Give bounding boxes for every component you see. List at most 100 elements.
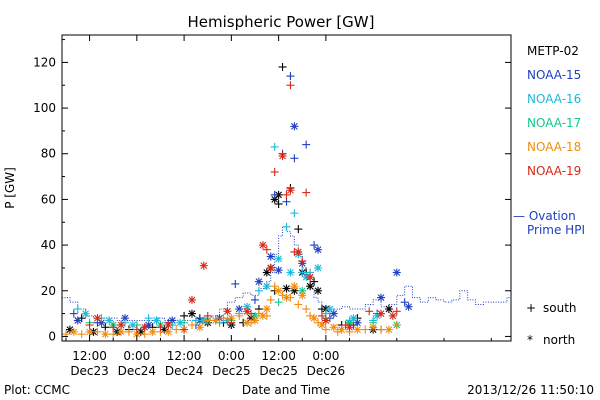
data-point	[172, 325, 181, 334]
marker-stroke	[314, 287, 322, 295]
marker-stroke	[227, 314, 235, 322]
data-point	[282, 222, 291, 231]
data-point	[298, 257, 307, 266]
marker-stroke	[354, 319, 361, 327]
x-tick-time: 12:00	[167, 349, 202, 363]
data-point	[85, 327, 94, 336]
marker-stroke	[275, 255, 283, 263]
y-axis: 0 20 40 60 80 100 120	[33, 39, 511, 343]
ovation-hpi-layer	[62, 226, 511, 321]
data-point	[290, 209, 299, 218]
marker-stroke	[287, 269, 294, 276]
marker-stroke	[212, 317, 219, 324]
marker-stroke	[66, 326, 74, 333]
marker-stroke	[290, 282, 298, 290]
data-point	[270, 195, 279, 204]
chart-title: Hemispheric Power [GW]	[188, 13, 375, 31]
data-points-layer	[61, 62, 413, 339]
data-point	[321, 316, 330, 325]
plot-frame	[61, 34, 512, 342]
marker-stroke	[196, 323, 204, 331]
data-point	[377, 293, 386, 302]
data-point	[274, 286, 283, 295]
data-point	[306, 273, 315, 282]
y-tick-label: 80	[41, 147, 56, 161]
x-tick-time: 0:00	[123, 349, 150, 363]
marker-stroke	[94, 314, 101, 322]
data-point	[180, 325, 189, 334]
data-point	[294, 300, 303, 309]
x-tick-date: Dec26	[307, 364, 346, 378]
data-point	[156, 323, 165, 332]
legend-north-symbol: *	[527, 333, 533, 347]
data-point	[274, 266, 283, 275]
marker-stroke	[377, 310, 385, 317]
data-point	[388, 311, 397, 320]
data-point	[124, 327, 133, 336]
data-point	[101, 323, 110, 332]
marker-stroke	[259, 241, 267, 249]
x-tick-time: 0:00	[218, 349, 245, 363]
data-point	[211, 316, 220, 325]
data-point	[85, 321, 94, 330]
y-axis-label: P [GW]	[3, 167, 17, 209]
marker-stroke	[346, 323, 353, 331]
x-axis: 12:00Dec230:00Dec2412:00Dec240:00Dec2512…	[65, 35, 492, 378]
data-point	[310, 314, 319, 323]
data-point	[262, 282, 271, 291]
data-point	[314, 263, 323, 272]
data-point	[132, 325, 141, 334]
data-point	[235, 311, 244, 320]
data-point	[270, 168, 279, 177]
data-point	[392, 268, 401, 277]
marker-stroke	[330, 323, 338, 331]
data-point	[243, 318, 252, 327]
marker-stroke	[377, 294, 385, 302]
data-point	[282, 190, 291, 199]
marker-stroke	[369, 323, 377, 331]
data-point	[101, 330, 110, 339]
marker-stroke	[263, 305, 271, 313]
x-tick-time: 12:00	[261, 349, 296, 363]
marker-stroke	[243, 319, 251, 327]
marker-stroke	[330, 310, 338, 317]
data-point	[187, 321, 196, 330]
legend-south-symbol: +	[526, 301, 536, 315]
data-point	[282, 284, 291, 293]
marker-stroke	[121, 314, 129, 322]
legend: METP-02 NOAA-15 NOAA-16 NOAA-17 NOAA-18 NOAA-…	[513, 44, 585, 347]
x-tick-time: 12:00	[72, 349, 107, 363]
data-point	[298, 268, 307, 277]
marker-stroke	[243, 307, 251, 315]
marker-stroke	[188, 296, 196, 304]
data-point	[109, 330, 118, 339]
ovation-hpi-line	[62, 226, 511, 321]
marker-stroke	[149, 328, 156, 336]
marker-stroke	[74, 317, 82, 324]
data-point	[258, 311, 267, 320]
marker-stroke	[263, 282, 271, 290]
marker-stroke	[393, 269, 401, 276]
data-point	[377, 309, 386, 318]
legend-entry: NOAA-18	[527, 140, 581, 154]
x-tick-time: 0:00	[312, 349, 339, 363]
data-point	[199, 261, 208, 270]
data-point	[290, 282, 299, 291]
data-point	[314, 245, 323, 254]
data-point	[187, 295, 196, 304]
data-point	[69, 309, 78, 318]
data-point	[302, 305, 311, 314]
marker-stroke	[267, 253, 275, 260]
data-point	[231, 279, 240, 288]
data-point	[337, 325, 346, 334]
data-point	[93, 314, 102, 323]
data-point	[144, 314, 153, 323]
legend-entry: NOAA-16	[527, 92, 581, 106]
data-point	[384, 325, 393, 334]
data-point	[270, 282, 279, 291]
marker-stroke	[224, 307, 231, 315]
data-point	[187, 309, 196, 318]
x-tick-date: Dec25	[212, 364, 251, 378]
legend-entry: NOAA-15	[527, 68, 581, 82]
data-point	[105, 316, 114, 325]
